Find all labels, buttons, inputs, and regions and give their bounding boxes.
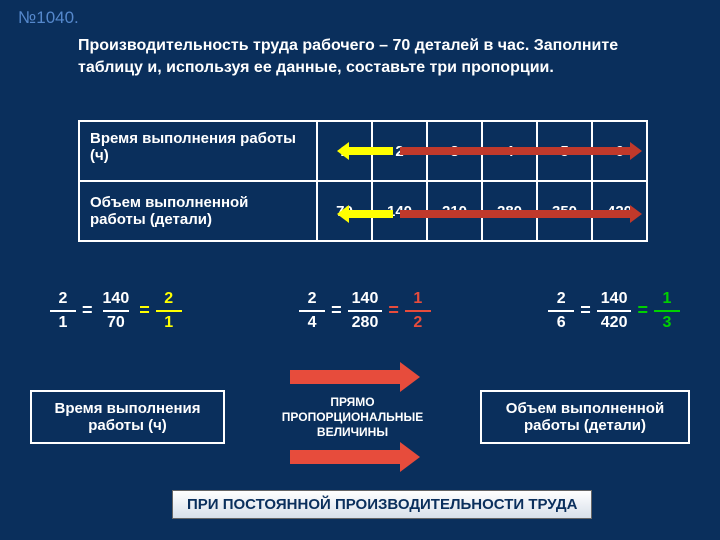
fraction: 13 [654,290,680,331]
fraction: 14070 [99,290,134,331]
fraction: 26 [548,290,574,331]
fraction: 21 [156,290,182,331]
yellow-arrow-icon [349,210,393,218]
problem-text: Производительность труда рабочего – 70 д… [78,35,628,78]
proportion-1: 21 = 14070 = 21 [50,290,182,331]
left-box-label: Время выполнения работы (ч) [54,400,200,434]
equals: = [388,300,399,321]
equals: = [82,300,93,321]
equals: = [139,300,150,321]
big-arrow-icon [290,370,400,384]
fraction: 140420 [597,290,632,331]
equals: = [331,300,342,321]
right-box: Объем выполненной работы (детали) [480,390,690,444]
data-table: Время выполнения работы (ч) 1 2 3 4 5 6 … [78,120,648,242]
bottom-row: Время выполнения работы (ч) ПРЯМО ПРОПОР… [30,390,690,444]
equals: = [637,300,648,321]
problem-number: №1040. [18,8,79,28]
proportion-2: 24 = 140280 = 12 [299,290,431,331]
proportion-3: 26 = 140420 = 13 [548,290,680,331]
fraction: 140280 [348,290,383,331]
fraction: 21 [50,290,76,331]
big-arrow-icon [290,450,400,464]
right-box-label: Объем выполненной работы (детали) [506,400,664,434]
red-arrow-icon [400,210,630,218]
conclusion-box: ПРИ ПОСТОЯННОЙ ПРОИЗВОДИТЕЛЬНОСТИ ТРУДА [172,490,592,519]
red-arrow-icon [400,147,630,155]
row2-label: Объем выполненной работы (детали) [79,181,317,241]
yellow-arrow-icon [349,147,393,155]
fraction: 12 [405,290,431,331]
fraction: 24 [299,290,325,331]
proportions-row: 21 = 14070 = 21 24 = 140280 = 12 26 = 14… [50,290,680,331]
equals: = [580,300,591,321]
row1-label: Время выполнения работы (ч) [79,121,317,181]
center-text: ПРЯМО ПРОПОРЦИОНАЛЬНЫЕ ВЕЛИЧИНЫ [263,395,443,440]
left-box: Время выполнения работы (ч) [30,390,225,444]
